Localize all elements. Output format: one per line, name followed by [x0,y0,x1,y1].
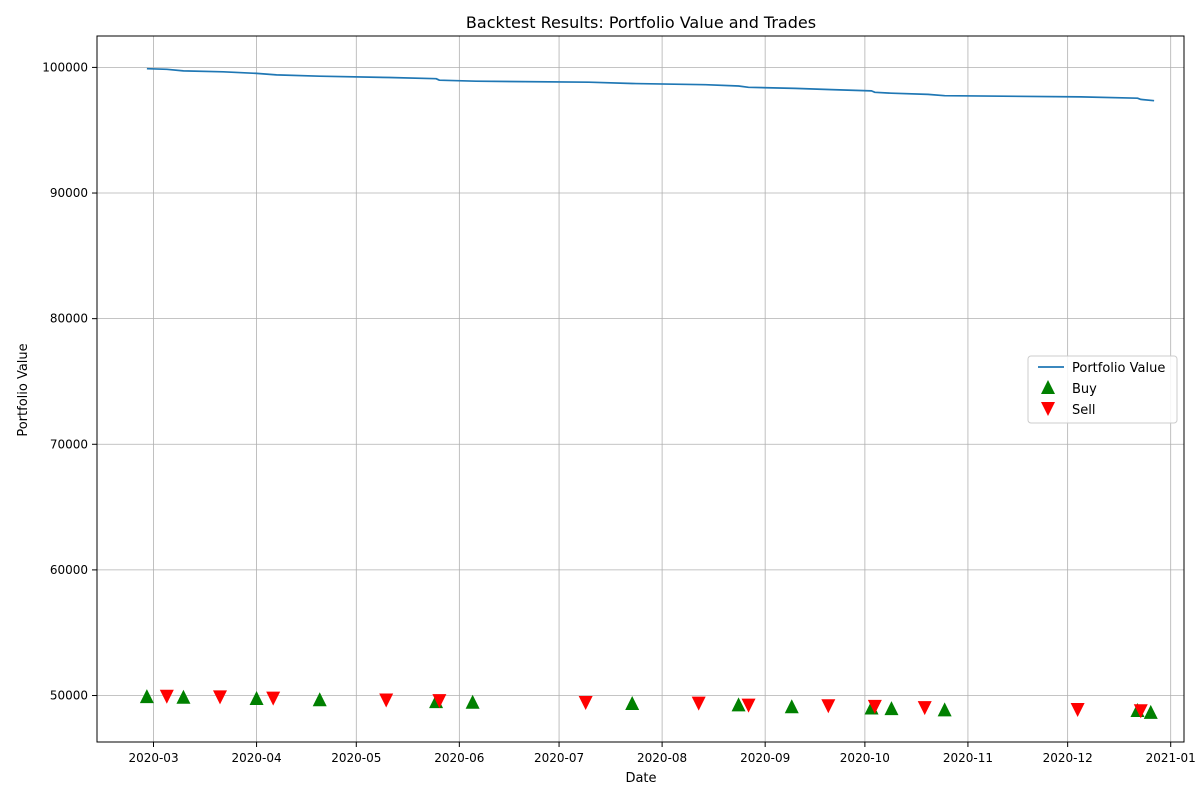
buy-marker [176,689,191,704]
y-tick-label: 90000 [50,186,88,200]
sell-marker [432,694,447,709]
sell-marker [266,691,281,706]
y-tick-label: 50000 [50,689,88,703]
sell-marker [867,699,882,714]
sell-marker [159,689,174,704]
legend-box [1027,355,1178,424]
portfolio-line-layer [146,67,1155,102]
y-tick-label: 100000 [42,60,88,74]
x-tick-label: 2020-11 [943,751,993,765]
y-tick-label: 80000 [50,312,88,326]
sell-marker [821,699,836,714]
portfolio-value-line [146,67,1155,102]
x-tick-label: 2020-07 [534,751,584,765]
axis-ticks: 2020-03 2020-04 2020-05 2020-06 2020-07 2020-… [42,60,1196,765]
buy-marker [884,701,899,716]
legend-label-buy: Buy [1072,382,1097,397]
x-tick-label: 2020-12 [1043,751,1093,765]
sell-marker [212,690,227,705]
legend-label-portfolio: Portfolio Value [1072,361,1165,376]
y-tick-label: 70000 [50,437,88,451]
sell-marker [578,696,593,711]
buy-marker [625,696,640,711]
sell-marker [1133,704,1148,719]
legend-label-sell: Sell [1072,403,1095,418]
buy-marker [784,699,799,714]
chart-title: Backtest Results: Portfolio Value and Tr… [466,13,816,32]
y-tick-label: 60000 [50,563,88,577]
buy-marker [1143,704,1158,719]
buy-marker [731,697,746,712]
y-axis-label: Portfolio Value [16,343,31,436]
x-tick-label: 2020-05 [331,751,381,765]
sell-marker [1070,702,1085,717]
sell-marker [917,701,932,716]
buy-marker [465,694,480,709]
x-axis-label: Date [625,771,656,786]
legend: Portfolio Value Buy Sell [1027,355,1178,424]
x-tick-label: 2020-10 [840,751,890,765]
legend-sell-marker [1041,402,1055,416]
sell-marker [741,698,756,713]
x-tick-label: 2020-09 [740,751,790,765]
x-tick-label: 2021-01 [1146,751,1196,765]
legend-buy-marker [1041,380,1055,394]
buy-marker [937,702,952,717]
buy-marker [139,689,154,704]
trade-markers-layer [139,689,1158,719]
sell-marker [379,693,394,708]
buy-marker [312,692,327,707]
buy-marker [249,691,264,706]
sell-marker [691,696,706,711]
x-tick-label: 2020-06 [434,751,484,765]
x-tick-label: 2020-04 [231,751,281,765]
plot-frame [96,35,1185,743]
x-tick-label: 2020-03 [128,751,178,765]
x-tick-label: 2020-08 [637,751,687,765]
